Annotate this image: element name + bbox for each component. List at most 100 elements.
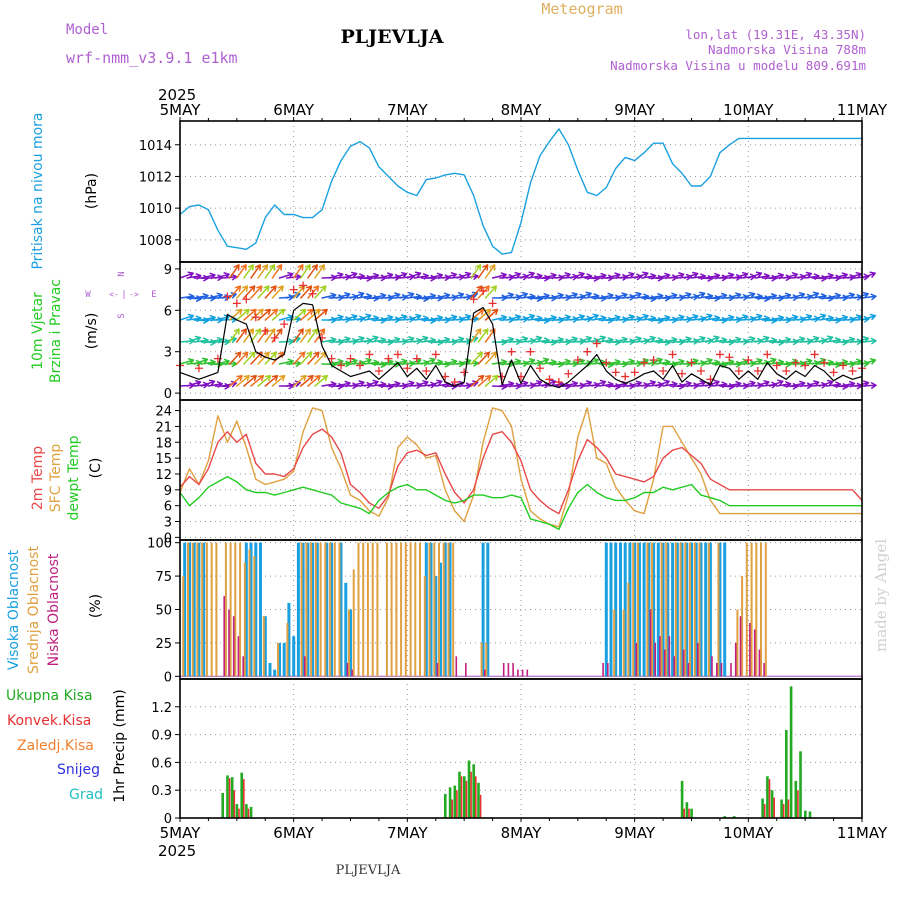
page-title: PLJEVLJA [341,26,444,48]
precip-total-bar [448,787,452,818]
cloud-low-bar [697,642,699,677]
cloud-low-bar [346,663,349,677]
cloud-low-bar [607,663,609,677]
x-tick-label-top: 5MAY [160,101,202,119]
cloud-high-bar [723,542,727,677]
precip-total-bar [794,780,798,818]
wind-arrow [584,313,599,321]
wind-arrows [179,264,877,390]
gust-marker [479,286,488,295]
cloud-mid-bar [362,542,365,677]
y-tick-label: 0.9 [151,729,172,744]
gust-marker [630,368,639,377]
y-tick-label: 1014 [139,139,172,154]
cloud-mid-bar [371,542,374,677]
wind-arrow [477,328,489,343]
precip-ylabel: 1hr Precip (mm) [112,689,128,802]
wind-arrow [484,308,499,321]
gust-marker [232,299,241,308]
precip-total-bar [226,775,229,818]
gust-marker [450,378,459,387]
y-tick-label: 25 [155,637,172,652]
wind-arrow [477,264,489,279]
cloud-high-bar [699,542,703,677]
cloud-mid-ylabel: Srednja Oblacnost [26,546,42,674]
cloud-mid-bar [741,576,744,677]
gust-marker [384,354,393,363]
wind-arrow [704,335,720,343]
cloud-high-bar [344,582,348,677]
gust-marker [412,354,421,363]
wind-arrow [257,264,269,279]
wind-arrow [243,374,257,387]
wind-arrow [307,328,319,343]
wind-arrow [193,357,209,365]
cloud-high-bar [486,542,490,677]
wind-arrow [591,379,607,387]
cloud-low-bar [237,636,240,677]
precip-total-bar [789,686,793,818]
x-tick-label-bottom: 8MAY [501,824,543,842]
gust-marker [848,367,857,376]
precip-conv-bar [238,808,240,818]
cloud-mid-bar [409,542,412,677]
gust-marker [194,364,203,373]
cloud-mid-bar [636,542,639,677]
precip-total-bar [477,782,480,818]
coords-text: lon,lat (19.31E, 43.35N) [685,27,866,42]
precip-total-bar [808,811,812,818]
gust-marker [327,354,336,363]
wind-arrow [818,335,834,343]
cloud-low-ylabel: Niska Oblacnost [46,553,62,666]
precip-conv-bar [228,778,231,818]
gust-marker [640,358,649,367]
gust-marker [460,368,469,377]
wind-arrow [250,374,265,387]
cloud-low-bar [232,616,235,677]
precip-total-bar [680,780,684,818]
wind-ylabel2: Brzina i Pravac [48,279,64,383]
gust-marker [592,339,601,348]
gust-marker [782,367,791,376]
cloud-low-bar [502,663,505,677]
wind-arrow [406,313,422,321]
cloud-high-bar [429,542,433,677]
gust-marker [725,353,734,362]
precip-conv-bar [243,779,245,818]
wind-arrow [818,379,834,387]
x-tick-label-top: 7MAY [387,101,429,119]
cloud-mid-bar [613,609,616,677]
wind-arrow [804,291,820,299]
temp2m-ylabel: 2m Temp [30,446,46,510]
cloud-mid-bar [438,542,440,677]
x-tick-label-top: 9MAY [614,101,656,119]
gust-marker [554,378,563,387]
wind-arrow [186,335,202,343]
gust-marker [820,358,829,367]
cloud-mid-bar [400,542,403,677]
cloud-high-bar [633,542,637,677]
gust-marker [583,347,592,356]
precip-conv-bar [233,790,236,818]
wind-arrow [591,335,606,343]
cloud-high-bar [349,609,352,677]
cloud-low-bar [682,649,685,677]
cloud-mid-bar [234,542,237,677]
wind-arrow [349,291,365,299]
cloud-mid-bar [348,609,350,677]
cloud-low-bar [687,663,690,677]
wind-arrow [342,271,358,279]
cloud-high-bar [614,542,618,677]
precip-total-bar [458,771,461,818]
cloud-low-bar [602,663,604,677]
model-name: wrf-nmm_v3.9.1 e1km [66,49,238,67]
x-tick-label-top: 10MAY [723,101,774,119]
legend-freezing-rain: Zaledj.Kisa [17,738,94,754]
cloud-high-bar [292,636,296,677]
wind-arrow [456,271,472,279]
wind-arrow [633,313,649,321]
gust-marker [602,358,611,367]
cloud-mid-bar [622,609,625,677]
cloud-mid-bar [698,542,701,677]
cloud-low-bar [739,616,742,677]
